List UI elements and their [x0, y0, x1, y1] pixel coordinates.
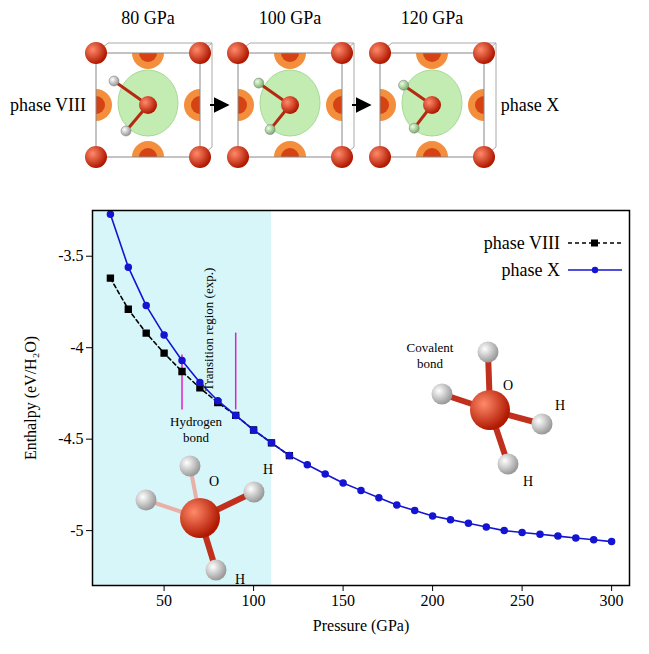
svg-text:Covalent: Covalent: [407, 340, 454, 355]
svg-text:50: 50: [156, 592, 172, 609]
svg-text:150: 150: [331, 592, 355, 609]
svg-text:H: H: [263, 462, 273, 477]
svg-text:H: H: [555, 398, 565, 413]
svg-text:O: O: [209, 474, 219, 489]
svg-text:phase VIII: phase VIII: [484, 233, 560, 253]
svg-text:-4.5: -4.5: [58, 430, 83, 447]
svg-text:O: O: [503, 378, 513, 393]
svg-text:H: H: [235, 572, 245, 587]
svg-text:200: 200: [421, 592, 445, 609]
svg-text:bond: bond: [183, 430, 210, 445]
svg-text:H: H: [523, 474, 533, 489]
svg-text:phase X: phase X: [501, 95, 559, 115]
svg-text:Enthalpy (eV/H₂O): Enthalpy (eV/H₂O): [22, 336, 40, 460]
svg-text:-4: -4: [70, 339, 83, 356]
svg-text:phase X: phase X: [502, 260, 560, 280]
svg-text:-5: -5: [70, 522, 83, 539]
svg-text:100: 100: [242, 592, 266, 609]
svg-text:100 GPa: 100 GPa: [259, 8, 322, 28]
svg-text:-3.5: -3.5: [58, 247, 83, 264]
svg-text:300: 300: [600, 592, 624, 609]
svg-text:80 GPa: 80 GPa: [121, 8, 175, 28]
svg-text:phase VIII: phase VIII: [10, 95, 86, 115]
svg-text:120 GPa: 120 GPa: [401, 8, 464, 28]
svg-text:Hydrogen: Hydrogen: [170, 414, 222, 429]
svg-text:bond: bond: [417, 356, 444, 371]
svg-text:Transition region (exp.): Transition region (exp.): [201, 268, 216, 391]
svg-text:250: 250: [510, 592, 534, 609]
svg-text:Pressure (GPa): Pressure (GPa): [313, 617, 409, 635]
